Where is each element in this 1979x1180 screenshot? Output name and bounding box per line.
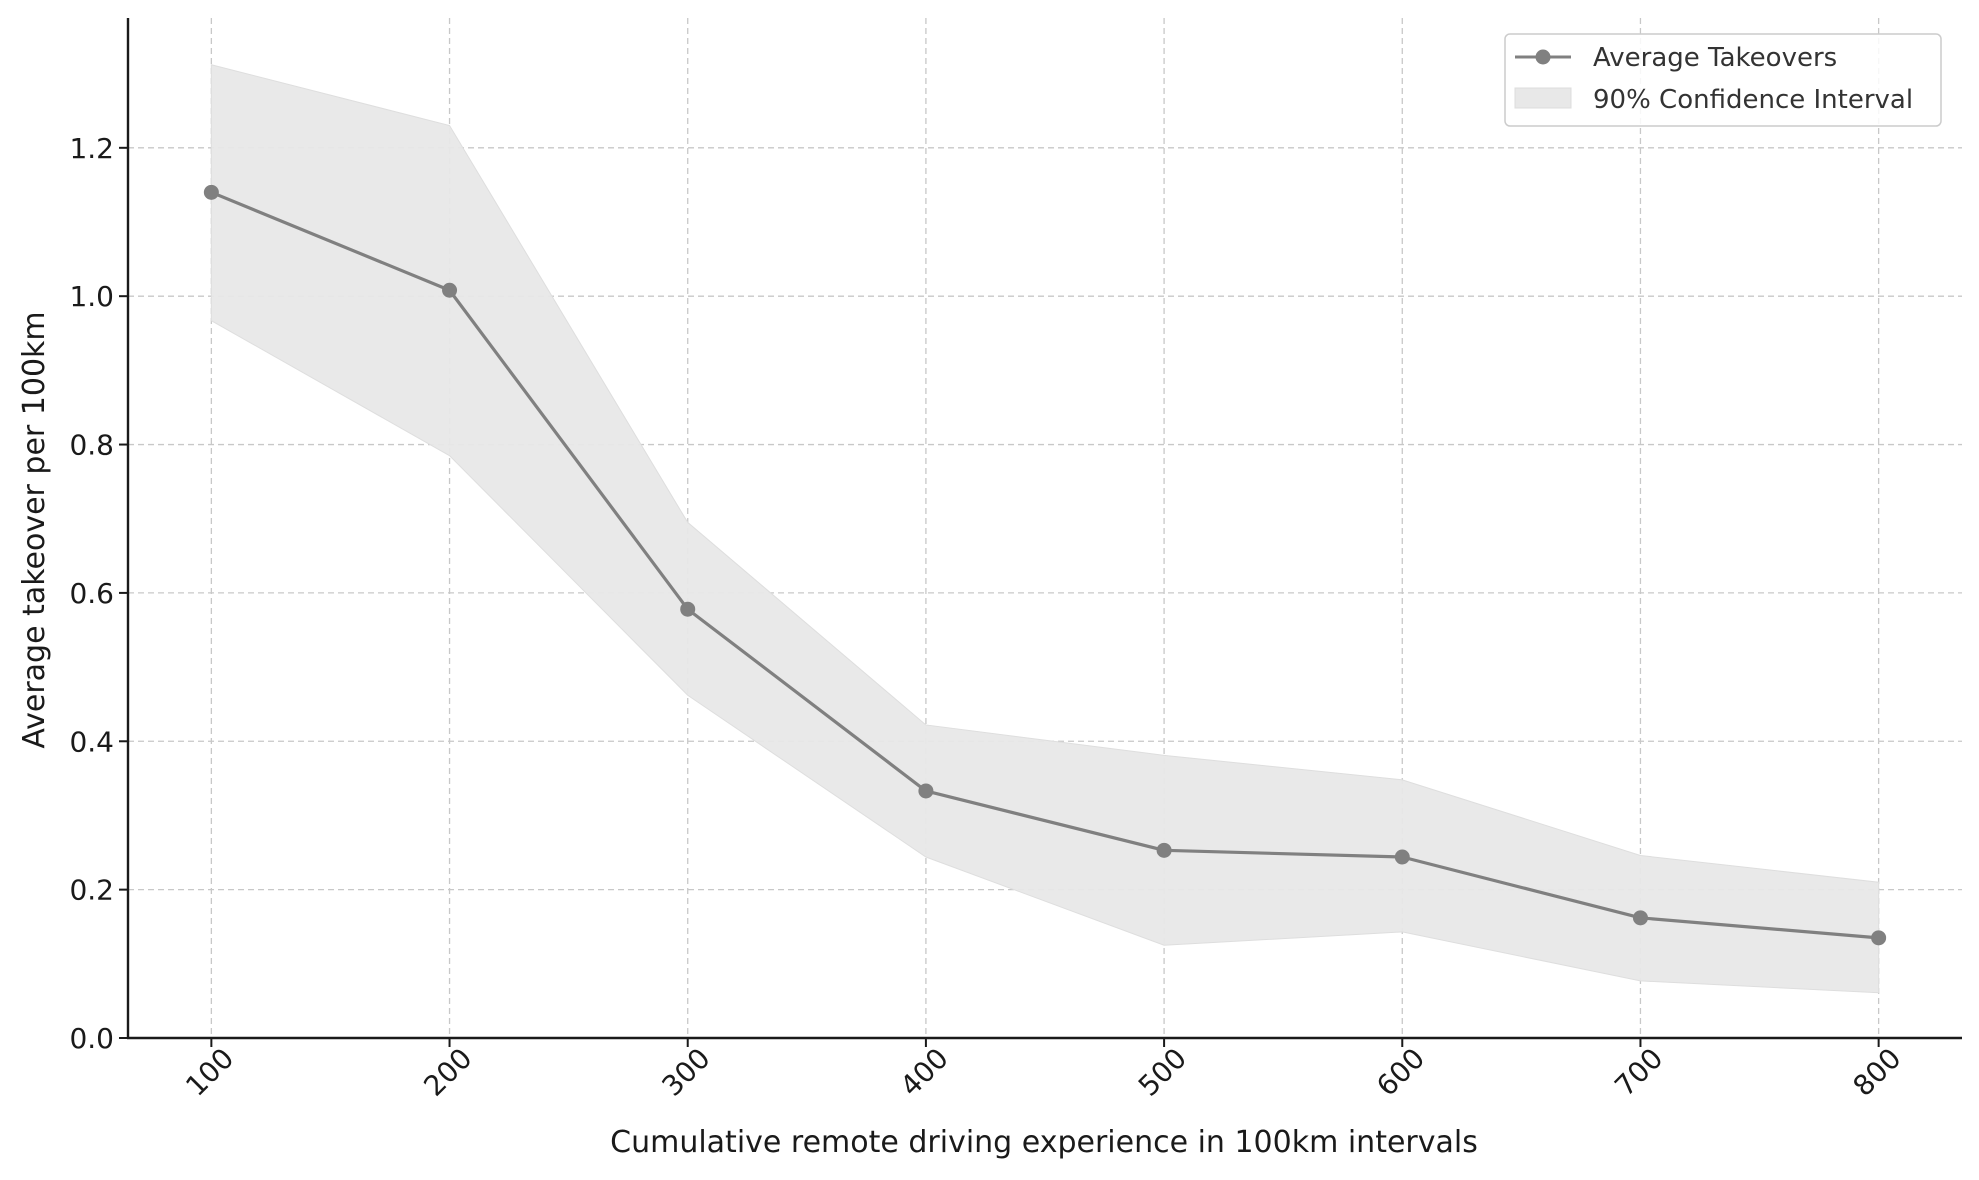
data-point-200 — [442, 282, 458, 298]
y-tick-label-0.8: 0.8 — [69, 429, 114, 462]
series-line-average-takeovers — [210, 190, 1879, 940]
x-tick-label-400: 400 — [894, 1042, 955, 1103]
y-tick-label-0.0: 0.0 — [69, 1022, 114, 1055]
legend-label-confidence-interval: 90% Confidence Interval — [1593, 85, 1913, 115]
x-tick-label-100: 100 — [179, 1042, 240, 1103]
confidence-band-group — [210, 64, 1880, 994]
data-point-100 — [203, 184, 219, 200]
legend-marker-swatch — [1535, 49, 1551, 65]
data-point-800 — [1871, 930, 1887, 946]
x-tick-label-300: 300 — [656, 1042, 717, 1103]
series-line-group — [203, 184, 1887, 946]
y-tick-label-0.6: 0.6 — [69, 577, 114, 610]
x-tick-label-500: 500 — [1132, 1042, 1193, 1103]
y-tick-label-0.4: 0.4 — [69, 725, 114, 758]
data-point-400 — [918, 783, 934, 799]
axes — [119, 18, 1962, 1047]
data-point-500 — [1156, 842, 1172, 858]
y-tick-label-0.2: 0.2 — [69, 874, 114, 907]
legend: Average Takeovers 90% Confidence Interva… — [1504, 33, 1942, 127]
legend-label-average-takeovers: Average Takeovers — [1593, 43, 1837, 73]
x-tick-label-600: 600 — [1370, 1042, 1431, 1103]
x-tick-label-200: 200 — [417, 1042, 478, 1103]
confidence-band — [210, 64, 1880, 994]
legend-frame — [1504, 33, 1942, 127]
data-point-300 — [680, 601, 696, 617]
y-axis-label: Average takeover per 100km — [17, 311, 52, 748]
y-tick-label-1.2: 1.2 — [69, 132, 114, 165]
x-axis-label: Cumulative remote driving experience in … — [610, 1125, 1478, 1160]
x-tick-label-800: 800 — [1846, 1042, 1907, 1103]
data-point-600 — [1394, 849, 1410, 865]
data-point-700 — [1632, 910, 1648, 926]
x-tick-label-700: 700 — [1608, 1042, 1669, 1103]
y-tick-label-1.0: 1.0 — [69, 280, 114, 313]
legend-band-swatch — [1514, 87, 1572, 109]
